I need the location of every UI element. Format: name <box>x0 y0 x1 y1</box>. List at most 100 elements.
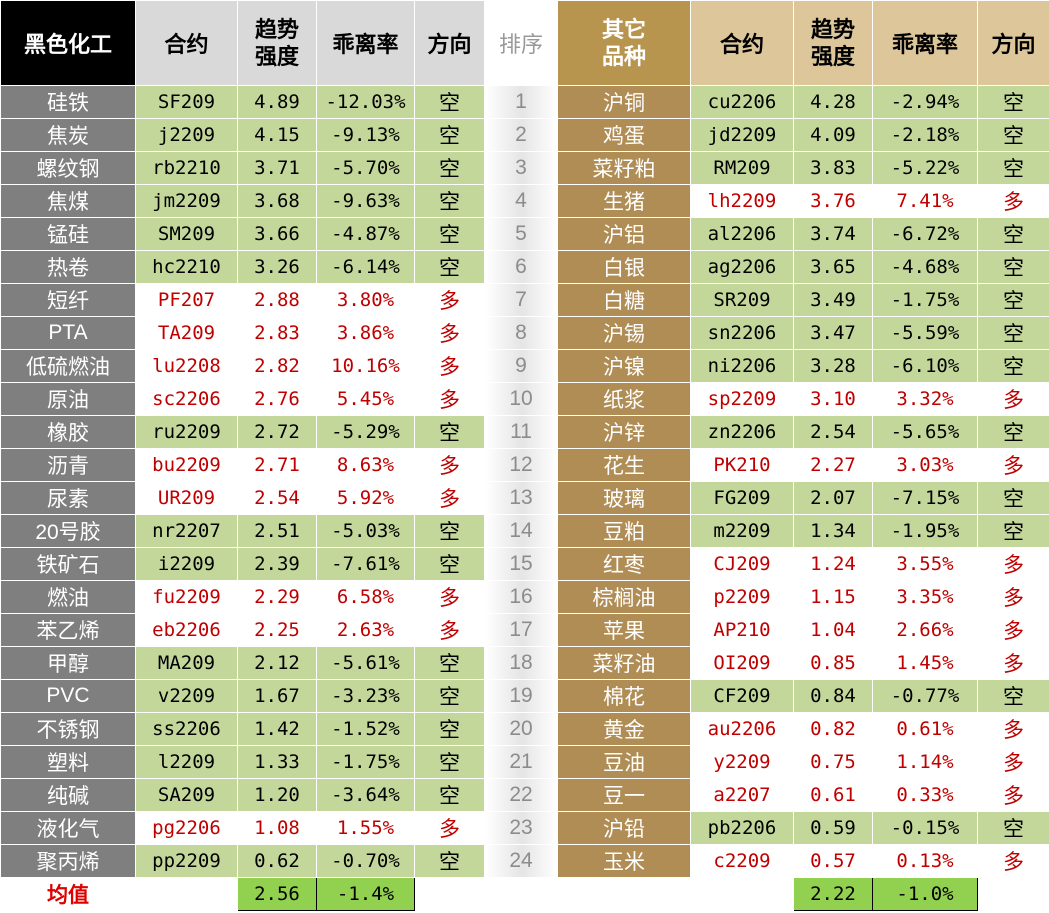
header-cell: 合约 <box>135 0 238 86</box>
deviation: 3.86% <box>316 316 415 350</box>
deviation: 3.80% <box>316 283 415 317</box>
contract: a2207 <box>690 778 794 812</box>
name-text: 短纤 <box>47 290 89 313</box>
direction: 空 <box>977 217 1049 251</box>
strength-text: 3.28 <box>810 355 856 377</box>
direction: 空 <box>414 844 485 878</box>
header-cell-text: 合约 <box>164 32 209 57</box>
direction: 多 <box>977 580 1049 614</box>
strength: 4.89 <box>237 85 317 119</box>
strength-text: 3.65 <box>810 256 856 278</box>
direction: 空 <box>977 415 1049 449</box>
contract-text: SM209 <box>157 223 216 245</box>
name: 花生 <box>557 448 691 482</box>
direction: 多 <box>977 844 1049 878</box>
direction-text: 多 <box>439 587 460 610</box>
strength-text: 1.08 <box>254 817 300 839</box>
direction: 空 <box>977 514 1049 548</box>
name-text: 豆油 <box>603 752 645 775</box>
deviation: 5.45% <box>316 382 415 416</box>
contract: zn2206 <box>690 415 794 449</box>
name: 焦炭 <box>0 118 136 152</box>
deviation: -6.14% <box>316 250 415 284</box>
strength-text: 0.85 <box>810 652 856 674</box>
rank: 4 <box>484 184 558 218</box>
name-text: 玻璃 <box>603 488 645 511</box>
direction: 空 <box>414 184 485 218</box>
strength: 0.84 <box>793 679 873 713</box>
name: 红枣 <box>557 547 691 581</box>
strength: 2.39 <box>237 547 317 581</box>
direction: 空 <box>977 811 1049 845</box>
strength-text: 2.39 <box>254 553 300 575</box>
deviation-text: 1.14% <box>896 751 954 773</box>
name-text: 红枣 <box>603 554 645 577</box>
strength: 2.76 <box>237 382 317 416</box>
direction-text: 多 <box>439 818 460 841</box>
strength: 3.10 <box>793 382 873 416</box>
deviation-text: 0.33% <box>896 784 954 806</box>
deviation-text: 0.61% <box>896 718 954 740</box>
strength-text: 2.83 <box>254 322 300 344</box>
contract: ag2206 <box>690 250 794 284</box>
strength-text: 1.15 <box>810 586 856 608</box>
deviation: -1.95% <box>872 514 978 548</box>
direction-text: 多 <box>1003 752 1024 775</box>
contract-text: pp2209 <box>152 850 221 872</box>
strength-text: 2.54 <box>810 421 856 443</box>
direction: 空 <box>414 646 485 680</box>
contract: al2206 <box>690 217 794 251</box>
strength: 4.15 <box>237 118 317 152</box>
strength: 1.34 <box>793 514 873 548</box>
direction-text: 多 <box>439 323 460 346</box>
name: 20号胶 <box>0 514 136 548</box>
strength: 4.28 <box>793 85 873 119</box>
header-cell-text: 趋势强度 <box>810 16 855 70</box>
contract: sn2206 <box>690 316 794 350</box>
deviation-text: 1.45% <box>896 652 954 674</box>
rank: 15 <box>484 547 558 581</box>
header-cell: 其它品种 <box>557 0 691 86</box>
strength-text: 0.84 <box>810 685 856 707</box>
deviation: 3.32% <box>872 382 978 416</box>
blank <box>484 877 558 911</box>
name: 橡胶 <box>0 415 136 449</box>
contract-text: AP210 <box>713 619 771 641</box>
name-text: 苯乙烯 <box>36 620 100 643</box>
name-text: 棉花 <box>603 686 645 709</box>
contract: eb2206 <box>135 613 238 647</box>
rank: 19 <box>484 679 558 713</box>
name-text: 热卷 <box>47 257 89 280</box>
direction: 多 <box>977 712 1049 746</box>
strength: 3.76 <box>793 184 873 218</box>
contract: SF209 <box>135 85 238 119</box>
rank-text: 21 <box>509 750 533 773</box>
contract: pb2206 <box>690 811 794 845</box>
strength-text: 2.07 <box>810 487 856 509</box>
direction: 空 <box>414 745 485 779</box>
name-text: 豆一 <box>603 785 645 808</box>
contract-text: rb2210 <box>152 157 221 179</box>
deviation: -5.22% <box>872 151 978 185</box>
direction: 空 <box>414 151 485 185</box>
direction: 空 <box>977 250 1049 284</box>
contract: pp2209 <box>135 844 238 878</box>
rank: 13 <box>484 481 558 515</box>
strength-text: 3.26 <box>254 256 300 278</box>
direction-text: 空 <box>1003 686 1024 709</box>
strength-text: 1.33 <box>254 751 300 773</box>
strength: 1.20 <box>237 778 317 812</box>
name-text: 20号胶 <box>35 521 101 544</box>
contract: lh2209 <box>690 184 794 218</box>
contract: ni2206 <box>690 349 794 383</box>
rank-text: 20 <box>509 717 533 740</box>
direction-text: 空 <box>1003 158 1024 181</box>
contract-text: CF209 <box>713 685 771 707</box>
direction: 空 <box>977 679 1049 713</box>
average-strength: 2.56 <box>237 877 317 911</box>
name: 纯碱 <box>0 778 136 812</box>
contract: TA209 <box>135 316 238 350</box>
deviation-text: -5.70% <box>331 157 400 179</box>
direction-text: 空 <box>1003 818 1024 841</box>
name-text: 甲醇 <box>47 653 89 676</box>
